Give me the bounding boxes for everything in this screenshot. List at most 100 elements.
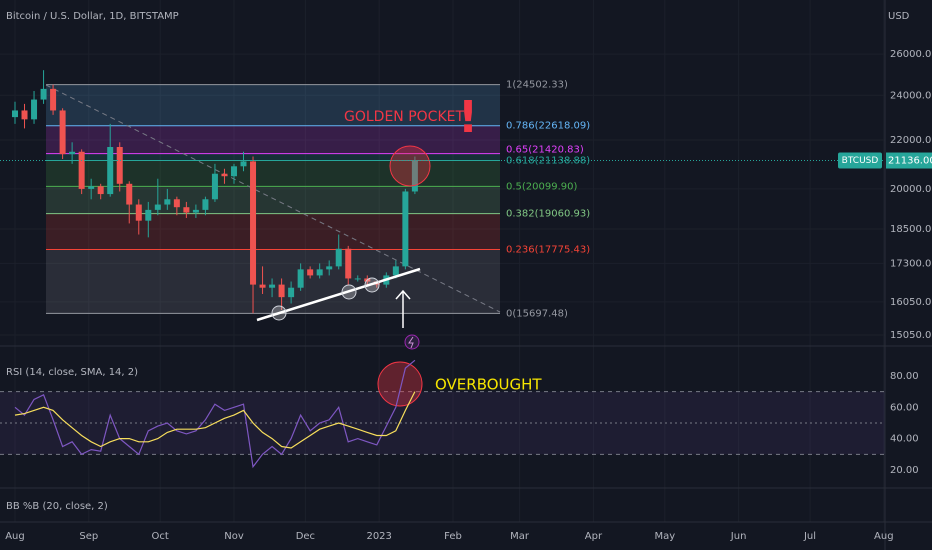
candle-body bbox=[183, 207, 190, 213]
touch-marker bbox=[341, 284, 357, 300]
candle-body bbox=[211, 173, 218, 200]
fib-zone bbox=[46, 153, 500, 161]
x-tick-label: Mar bbox=[510, 531, 530, 542]
candle-body bbox=[173, 199, 180, 208]
candle-body bbox=[354, 278, 361, 280]
fib-label: 0.65(21420.83) bbox=[506, 145, 584, 156]
annotation: ! bbox=[458, 92, 478, 143]
y-tick-label: 18500.00 bbox=[890, 224, 932, 235]
candle-body bbox=[40, 88, 47, 100]
candle-body bbox=[411, 160, 418, 192]
price-tag-label: 21136.00 bbox=[888, 156, 932, 167]
y-tick-label: 24000.00 bbox=[890, 90, 932, 101]
candle-body bbox=[126, 183, 133, 205]
annotation: OVERBOUGHT bbox=[435, 376, 542, 394]
fib-zone bbox=[46, 249, 500, 314]
y-tick-label: 40.00 bbox=[890, 434, 919, 445]
y-tick-label: 80.00 bbox=[890, 371, 919, 382]
fib-zone bbox=[46, 160, 500, 187]
candle-body bbox=[250, 161, 257, 285]
candle-body bbox=[59, 110, 66, 155]
symbol-label: BTCUSD bbox=[842, 156, 879, 166]
arrow-head bbox=[395, 289, 411, 300]
y-tick-label: 16050.00 bbox=[890, 297, 932, 308]
candle-body bbox=[135, 204, 142, 221]
candle-body bbox=[278, 284, 285, 298]
candle-body bbox=[202, 199, 209, 210]
rsi-line bbox=[14, 359, 416, 469]
touch-marker bbox=[271, 305, 287, 321]
support-line bbox=[256, 267, 421, 322]
y-tick-label: 26000.00 bbox=[890, 49, 932, 60]
fib-label: 0.618(21138.88) bbox=[506, 155, 590, 166]
fib-label: 0.786(22618.09) bbox=[506, 121, 590, 132]
fib-zone bbox=[46, 213, 500, 250]
candle-body bbox=[97, 186, 104, 195]
candle-body bbox=[11, 110, 18, 118]
x-tick-label: Dec bbox=[296, 531, 315, 542]
fib-zone bbox=[46, 84, 500, 126]
candle-body bbox=[69, 151, 76, 155]
candle-body bbox=[116, 146, 123, 184]
x-tick-label: Oct bbox=[152, 531, 169, 542]
fib-label: 0.5(20099.90) bbox=[506, 181, 578, 192]
fib-zone bbox=[46, 186, 500, 214]
x-tick-label: Sep bbox=[79, 531, 98, 542]
y-tick-label: 22000.00 bbox=[890, 135, 932, 146]
candle-body bbox=[259, 284, 266, 288]
candle-body bbox=[345, 248, 352, 279]
candle-body bbox=[154, 204, 161, 210]
candle-body bbox=[335, 248, 342, 267]
indicator-title: RSI (14, close, SMA, 14, 2) bbox=[6, 367, 138, 378]
candle-body bbox=[326, 266, 333, 270]
candle-body bbox=[192, 209, 199, 213]
trend-line bbox=[45, 84, 501, 313]
x-tick-label: Apr bbox=[585, 531, 603, 542]
y-tick-label: 60.00 bbox=[890, 402, 919, 413]
candle-body bbox=[145, 209, 152, 221]
x-tick-label: Jun bbox=[730, 531, 747, 542]
y-tick-label: 20.00 bbox=[890, 465, 919, 476]
x-tick-label: Jul bbox=[803, 531, 816, 542]
candle-body bbox=[164, 199, 171, 205]
fib-label: 0.236(17775.43) bbox=[506, 244, 590, 255]
event-icon bbox=[404, 334, 420, 350]
x-tick-label: May bbox=[654, 531, 675, 542]
candle-body bbox=[230, 166, 237, 177]
candle-body bbox=[21, 110, 28, 120]
touch-marker bbox=[364, 277, 380, 293]
fib-label: 1(24502.33) bbox=[506, 80, 568, 91]
currency-label: USD bbox=[888, 11, 910, 22]
candle-body bbox=[107, 146, 114, 195]
candle-body bbox=[392, 266, 399, 276]
candle-body bbox=[288, 287, 295, 298]
candle-body bbox=[402, 191, 409, 267]
candle-body bbox=[307, 269, 314, 276]
candle-body bbox=[88, 186, 95, 189]
candle-body bbox=[31, 99, 38, 120]
candle-body bbox=[240, 161, 247, 167]
x-tick-label: Nov bbox=[224, 531, 244, 542]
symbol-tag bbox=[838, 152, 882, 169]
x-tick-label: Feb bbox=[444, 531, 462, 542]
annotation: GOLDEN POCKET bbox=[344, 109, 464, 125]
fib-zone bbox=[46, 125, 500, 154]
candle-body bbox=[50, 88, 57, 111]
rsi-band bbox=[0, 391, 885, 455]
chart-title: Bitcoin / U.S. Dollar, 1D, BITSTAMP bbox=[6, 11, 179, 22]
candle-body bbox=[221, 173, 228, 177]
candle-body bbox=[297, 269, 304, 288]
highlight-circle bbox=[389, 145, 431, 187]
y-tick-label: 17300.00 bbox=[890, 258, 932, 269]
candle-body bbox=[78, 151, 85, 189]
fib-label: 0(15697.48) bbox=[506, 308, 568, 319]
price-tag bbox=[886, 152, 932, 169]
highlight-circle bbox=[377, 361, 423, 407]
rsi-line bbox=[14, 391, 416, 449]
candle-body bbox=[316, 269, 323, 276]
fib-label: 0.382(19060.93) bbox=[506, 209, 590, 220]
y-tick-label: 15050.00 bbox=[890, 330, 932, 341]
